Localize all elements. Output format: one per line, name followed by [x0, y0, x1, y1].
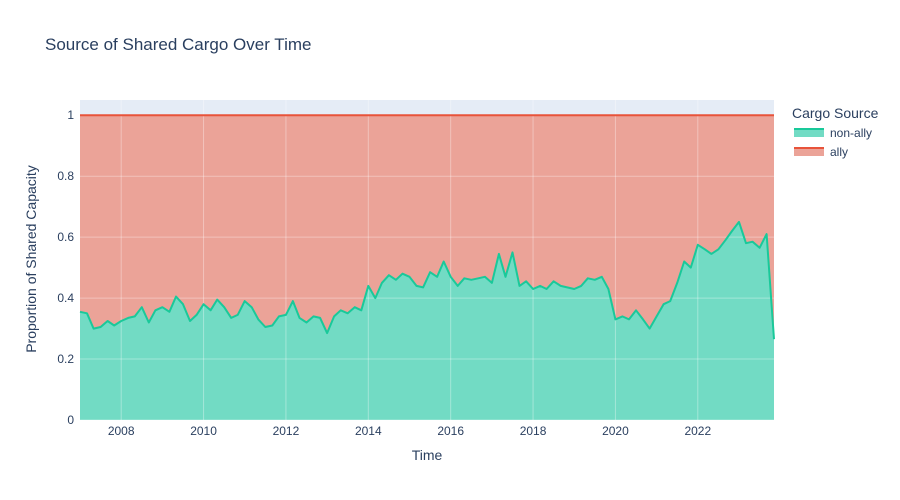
x-axis: 2008 2010 2012 2014 2016 2018 2020 2022 — [108, 424, 712, 438]
x-tick-label-2010: 2010 — [190, 424, 217, 438]
y-tick-label-1: 1 — [67, 108, 74, 122]
legend-label-ally: ally — [830, 145, 848, 159]
line-non-ally — [79, 220, 775, 340]
y-tick-label-0.6: 0.6 — [57, 230, 74, 244]
y-tick-label-0.4: 0.4 — [57, 291, 74, 305]
legend-label-non-ally: non-ally — [830, 126, 872, 140]
x-tick-label-2012: 2012 — [273, 424, 300, 438]
y-tick-label-0.2: 0.2 — [57, 352, 74, 366]
chart-title: Source of Shared Cargo Over Time — [45, 35, 311, 54]
y-tick-label-0.8: 0.8 — [57, 169, 74, 183]
legend: Cargo Source non-ally ally — [792, 105, 879, 159]
x-tick-label-2020: 2020 — [602, 424, 629, 438]
x-tick-label-2018: 2018 — [520, 424, 547, 438]
x-tick-label-2016: 2016 — [437, 424, 464, 438]
legend-swatch-non-ally — [794, 129, 824, 137]
plot-area — [79, 100, 775, 421]
y-tick-label-0: 0 — [67, 413, 74, 427]
legend-title: Cargo Source — [792, 105, 879, 121]
legend-swatch-ally — [794, 148, 824, 156]
y-axis-title: Proportion of Shared Capacity — [23, 165, 39, 353]
x-tick-label-2008: 2008 — [108, 424, 135, 438]
x-tick-label-2014: 2014 — [355, 424, 382, 438]
x-axis-title: Time — [412, 447, 443, 463]
y-axis: 0 0.2 0.4 0.6 0.8 1 — [57, 108, 74, 427]
x-tick-label-2022: 2022 — [684, 424, 711, 438]
area-non-ally — [80, 221, 774, 420]
